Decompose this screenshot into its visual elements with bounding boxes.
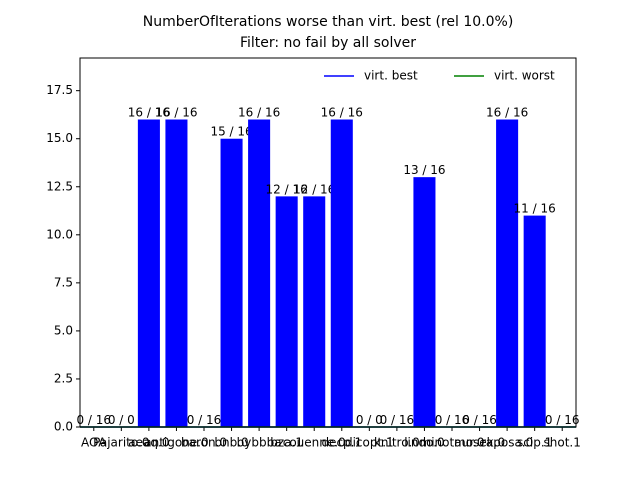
value-label: 16 / 16: [238, 106, 280, 120]
x-tick-label: antigone.0: [144, 436, 208, 450]
x-tick-label: scip.1: [517, 436, 552, 450]
y-tick-label: 12.5: [46, 179, 73, 193]
value-label: 12 / 16: [266, 182, 308, 196]
value-label: 11 / 16: [514, 202, 556, 216]
x-tick-label: lindo.0: [404, 436, 444, 450]
y-tick-label: 10.0: [46, 227, 73, 241]
chart-subtitle: Filter: no fail by all solver: [240, 35, 416, 51]
bar: [165, 119, 188, 427]
legend-label: virt. best: [364, 69, 418, 83]
value-label: 0 / 16: [435, 413, 470, 427]
value-label: 0 / 16: [462, 413, 497, 427]
value-label: 15 / 16: [210, 125, 252, 139]
value-label: 0 / 16: [380, 413, 415, 427]
bar: [523, 215, 546, 427]
bar: [137, 119, 160, 427]
value-label: 16 / 16: [128, 106, 170, 120]
bar: [330, 119, 353, 427]
value-label: 0 / 16: [545, 413, 580, 427]
x-tick-label: Pajarito.0: [93, 436, 149, 450]
y-tick-label: 5.0: [54, 323, 73, 337]
x-tick-label: dicopt.1: [345, 436, 394, 450]
bar: [248, 119, 271, 427]
plot-frame: [79, 57, 577, 428]
bar: [413, 177, 436, 427]
y-tick-label: 2.5: [54, 371, 73, 385]
value-label: 0 / 16: [187, 413, 222, 427]
y-tick-label: 17.5: [46, 83, 73, 97]
bar: [303, 196, 326, 427]
x-tick-label: shot.1: [544, 436, 581, 450]
x-tick-label: baron.0: [181, 436, 227, 450]
bar: [496, 119, 519, 427]
x-tick-label: bybbba: [237, 436, 282, 450]
value-label: 13 / 16: [403, 163, 445, 177]
value-label: 12 / 16: [293, 182, 335, 196]
y-tick-label: 7.5: [54, 275, 73, 289]
y-tick-label: 0.0: [54, 420, 73, 434]
x-tick-label: mosek.0: [454, 436, 505, 450]
x-tick-label: decp.1: [321, 436, 362, 450]
x-tick-label: minotaur.0: [420, 436, 485, 450]
value-label: 0 / 16: [76, 413, 111, 427]
x-tick-label: bnb.0: [214, 436, 248, 450]
bar: [220, 138, 243, 427]
bar: [275, 196, 298, 427]
value-label: 16 / 16: [321, 106, 363, 120]
x-tick-label: couenne.0: [283, 436, 346, 450]
legend-label: virt. worst: [494, 69, 555, 83]
value-label: 0 / 0: [356, 413, 383, 427]
y-tick-label: 15.0: [46, 131, 73, 145]
x-tick-label: knitro.0: [374, 436, 420, 450]
x-tick-label: aeaq.0: [128, 436, 169, 450]
value-label: 16 / 16: [486, 106, 528, 120]
value-label: 16 / 16: [155, 106, 197, 120]
chart-title: NumberOfIterations worse than virt. best…: [143, 14, 514, 30]
x-tick-label: raposa.0: [481, 436, 533, 450]
x-tick-label: bza.1: [270, 436, 303, 450]
x-tick-label: AOA: [81, 436, 107, 450]
value-label: 0 / 0: [108, 413, 135, 427]
